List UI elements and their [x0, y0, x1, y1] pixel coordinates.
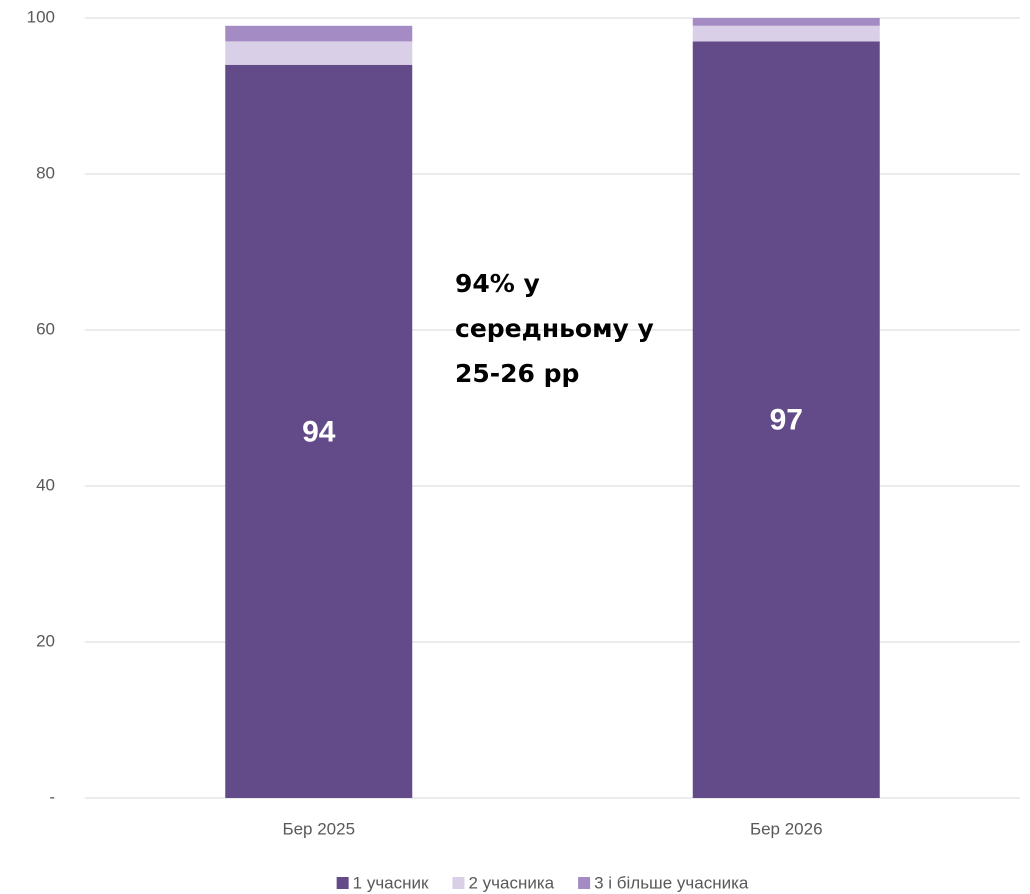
data-label: 97: [770, 404, 803, 437]
bar-segment: [692, 18, 880, 26]
legend-swatch: [578, 877, 591, 889]
y-tick-label: -: [49, 787, 55, 806]
annotation: середньому у: [455, 314, 654, 343]
y-tick-label: 60: [36, 319, 55, 338]
legend-swatch: [336, 877, 349, 889]
y-tick-label: 80: [36, 163, 55, 182]
annotation: 25-26 рр: [455, 359, 579, 388]
legend-label: 1 учасник: [353, 873, 429, 892]
legend-swatch: [452, 877, 465, 889]
bar-segment: [225, 25, 413, 42]
y-tick-label: 20: [36, 631, 55, 650]
legend-label: 3 і більше учасника: [594, 873, 749, 892]
x-tick-label: Бер 2025: [282, 819, 355, 838]
bar-segment: [225, 41, 413, 65]
bar-segment: [692, 41, 880, 798]
y-tick-label: 40: [36, 475, 55, 494]
bar-segment: [692, 25, 880, 42]
y-tick-label: 100: [27, 7, 55, 26]
x-tick-label: Бер 2026: [750, 819, 823, 838]
annotation: 94% у: [455, 269, 540, 298]
data-label: 94: [302, 415, 336, 448]
bar-segment: [225, 64, 413, 799]
legend-label: 2 учасника: [468, 873, 554, 892]
